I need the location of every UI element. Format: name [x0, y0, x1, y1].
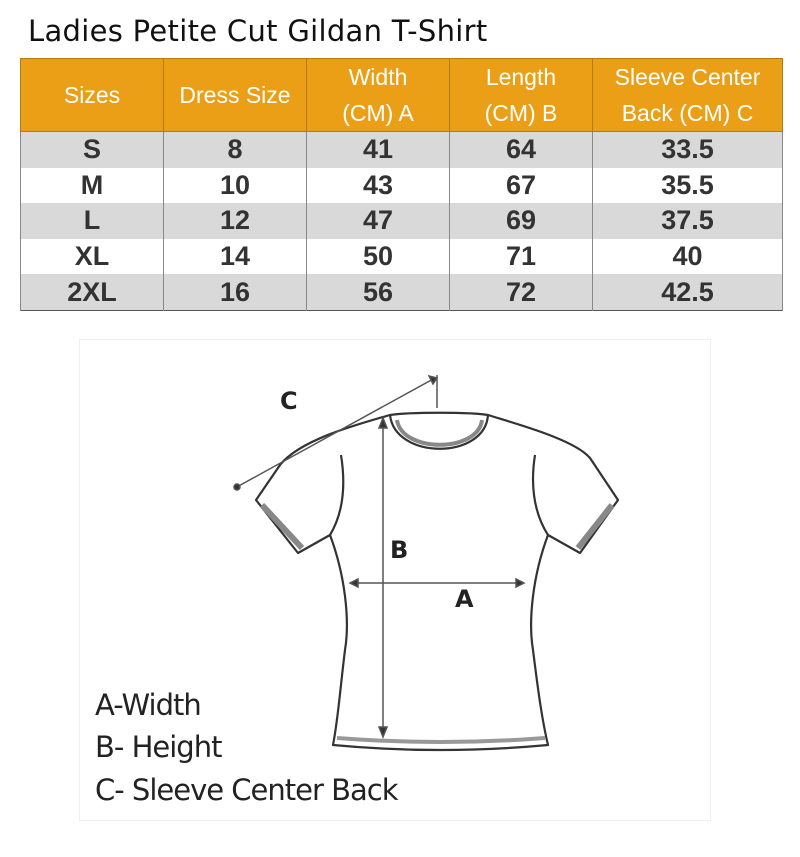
measure-c-line	[234, 377, 436, 489]
table-row: 2XL 16 56 72 42.5	[20, 274, 783, 311]
right-cuff	[575, 503, 615, 550]
table-row: L 12 47 69 37.5	[20, 203, 783, 239]
cell-width: 47	[306, 203, 450, 239]
header-sleeve: Sleeve Center Back (CM) C	[592, 58, 783, 132]
right-armhole	[531, 454, 549, 536]
arrow-head-icon	[377, 726, 389, 740]
cell-length: 72	[449, 274, 593, 311]
table-row: S 8 41 64 33.5	[20, 131, 783, 168]
cell-dress-size: 16	[163, 274, 307, 311]
cell-sleeve: 33.5	[592, 131, 783, 168]
header-dress-size: Dress Size	[163, 58, 307, 132]
legend-sleeve: C- Sleeve Center Back	[95, 773, 399, 807]
header-length: Length (CM) B	[449, 58, 593, 132]
cell-size: 2XL	[20, 274, 164, 311]
cell-size: L	[20, 203, 164, 239]
cell-width: 50	[306, 238, 450, 275]
cell-dress-size: 8	[163, 131, 307, 168]
cell-dress-size: 14	[163, 238, 307, 275]
label-c: C	[280, 387, 298, 415]
cell-size: S	[20, 131, 164, 168]
table-header-row: Sizes Dress Size Width (CM) A Length (CM) …	[20, 58, 783, 132]
left-armhole	[329, 454, 345, 536]
cell-width: 56	[306, 274, 450, 311]
neck-rib	[395, 419, 484, 447]
legend-width: A-Width	[95, 688, 202, 722]
arrow-head-icon	[515, 577, 526, 589]
label-b: B	[390, 536, 408, 564]
cell-length: 64	[449, 131, 593, 168]
cell-size: XL	[20, 238, 164, 275]
cell-sleeve: 42.5	[592, 274, 783, 311]
cell-width: 43	[306, 167, 450, 204]
cell-sleeve: 35.5	[592, 167, 783, 204]
arrow-head-icon	[348, 577, 359, 589]
cell-dress-size: 10	[163, 167, 307, 204]
cell-length: 71	[449, 238, 593, 275]
cell-width: 41	[306, 131, 450, 168]
cell-length: 69	[449, 203, 593, 239]
table-row: M 10 43 67 35.5	[20, 167, 783, 204]
legend-height: B- Height	[95, 730, 222, 764]
label-a: A	[455, 585, 474, 613]
arrow-head-icon	[377, 415, 389, 429]
cell-size: M	[20, 167, 164, 204]
arrow-head-icon	[427, 374, 439, 386]
header-sizes: Sizes	[20, 58, 164, 132]
cell-dress-size: 12	[163, 203, 307, 239]
cell-sleeve: 37.5	[592, 203, 783, 239]
neckline	[388, 414, 490, 450]
shirt-outline	[254, 411, 620, 752]
size-chart-table: Sizes Dress Size Width (CM) A Length (CM) …	[20, 58, 783, 311]
left-cuff	[259, 502, 305, 551]
cell-length: 67	[449, 167, 593, 204]
hem-rib	[336, 736, 546, 744]
header-width: Width (CM) A	[306, 58, 450, 132]
table-row: XL 14 50 71 40	[20, 238, 783, 275]
page-title: Ladies Petite Cut Gildan T-Shirt	[28, 14, 488, 48]
cell-sleeve: 40	[592, 238, 783, 275]
